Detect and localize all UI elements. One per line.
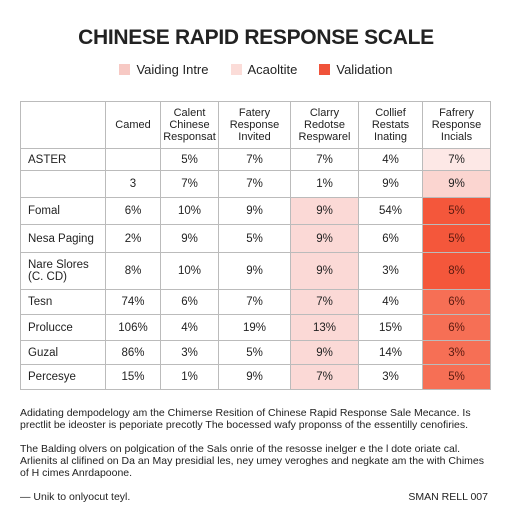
cell: 5% bbox=[422, 224, 491, 253]
cell: 7% bbox=[218, 170, 291, 198]
cell: 9% bbox=[218, 252, 291, 290]
legend-item: Acaoltite bbox=[230, 62, 298, 77]
cell: 74% bbox=[105, 289, 161, 315]
cell: 9% bbox=[290, 252, 359, 290]
cell: 7% bbox=[290, 148, 359, 171]
cell: 14% bbox=[358, 340, 423, 365]
cell: 9% bbox=[358, 170, 423, 198]
cell: 9% bbox=[290, 197, 359, 225]
legend-label: Acaoltite bbox=[247, 62, 298, 77]
cell: 9% bbox=[290, 224, 359, 253]
signature: SMAN RELL 007 bbox=[408, 491, 488, 503]
cell: 7% bbox=[422, 148, 491, 171]
cell: 54% bbox=[358, 197, 423, 225]
footer: Adidating dempodelogy am the Chimerse Re… bbox=[20, 407, 492, 515]
swatch bbox=[230, 64, 242, 75]
title: CHINESE RAPID RESPONSE SCALE bbox=[78, 26, 434, 49]
cell: 1% bbox=[160, 364, 219, 390]
cell: 7% bbox=[160, 170, 219, 198]
cell: 4% bbox=[358, 148, 423, 171]
cell: 7% bbox=[218, 289, 291, 315]
legend-label: Validation bbox=[336, 62, 393, 77]
cell: 6% bbox=[422, 314, 491, 341]
cell: 5% bbox=[422, 197, 491, 225]
swatch bbox=[119, 64, 131, 75]
cell: 5% bbox=[218, 340, 291, 365]
header-cell: Clarry Redotse Respwarel bbox=[290, 101, 359, 149]
header-cell: Fafrery Response Incials bbox=[422, 101, 491, 149]
cell: 15% bbox=[105, 364, 161, 390]
cell: 6% bbox=[160, 289, 219, 315]
cell: 3% bbox=[358, 252, 423, 290]
row-label: Nesa Paging bbox=[20, 224, 106, 253]
row-label: Fomal bbox=[20, 197, 106, 225]
row-label: Prolucce bbox=[20, 314, 106, 341]
table-row: Nare Slores (C. CD) 8% 10% 9% 9% 3% 8% bbox=[20, 252, 491, 290]
cell: 9% bbox=[422, 170, 491, 198]
cell: 6% bbox=[358, 224, 423, 253]
legend-item: Validation bbox=[319, 62, 393, 77]
legend-label: Vaiding Intre bbox=[136, 62, 209, 77]
paragraph: — Unik to onlyocut teyl. bbox=[20, 491, 131, 503]
cell: 1% bbox=[290, 170, 359, 198]
table-row: Percesye 15% 1% 9% 7% 3% 5% bbox=[20, 364, 491, 390]
table-row: Fomal 6% 10% 9% 9% 54% 5% bbox=[20, 197, 491, 225]
table-row: Tesn 74% 6% 7% 7% 4% 6% bbox=[20, 289, 491, 315]
header-cell: Camed bbox=[105, 101, 161, 149]
row-label bbox=[20, 170, 106, 198]
row-label: Guzal bbox=[20, 340, 106, 365]
row-label: ASTER bbox=[20, 148, 106, 171]
cell: 7% bbox=[290, 364, 359, 390]
cell: 5% bbox=[218, 224, 291, 253]
cell: 106% bbox=[105, 314, 161, 341]
row-label: Tesn bbox=[20, 289, 106, 315]
table-row: Nesa Paging 2% 9% 5% 9% 6% 5% bbox=[20, 224, 491, 253]
cell: 19% bbox=[218, 314, 291, 341]
legend-item: Vaiding Intre bbox=[119, 62, 209, 77]
row-label: Percesye bbox=[20, 364, 106, 390]
cell: 13% bbox=[290, 314, 359, 341]
cell: 4% bbox=[358, 289, 423, 315]
header-cell bbox=[20, 101, 106, 149]
cell: 3% bbox=[422, 340, 491, 365]
paragraph: The Balding olvers on polgication of the… bbox=[20, 443, 484, 479]
header-row: Camed Calent Chinese Responsat Fatery Resp… bbox=[20, 101, 491, 149]
table-row: ASTER 5% 7% 7% 4% 7% bbox=[20, 148, 491, 171]
scale-table: Camed Calent Chinese Responsat Fatery Resp… bbox=[20, 101, 491, 390]
header-cell: Collief Restats Inating bbox=[358, 101, 423, 149]
cell: 10% bbox=[160, 197, 219, 225]
cell: 8% bbox=[422, 252, 491, 290]
cell: 3% bbox=[358, 364, 423, 390]
cell: 6% bbox=[105, 197, 161, 225]
cell: 9% bbox=[290, 340, 359, 365]
cell: 5% bbox=[160, 148, 219, 171]
cell: 3% bbox=[160, 340, 219, 365]
table-row: Prolucce 106% 4% 19% 13% 15% 6% bbox=[20, 314, 491, 341]
swatch bbox=[319, 64, 331, 75]
cell: 9% bbox=[160, 224, 219, 253]
cell: 7% bbox=[290, 289, 359, 315]
table-row: 3 7% 7% 1% 9% 9% bbox=[20, 170, 491, 198]
cell: 86% bbox=[105, 340, 161, 365]
cell: 8% bbox=[105, 252, 161, 290]
cell: 9% bbox=[218, 364, 291, 390]
row-label: Nare Slores (C. CD) bbox=[20, 252, 106, 290]
cell: 5% bbox=[422, 364, 491, 390]
cell: 9% bbox=[218, 197, 291, 225]
cell: 2% bbox=[105, 224, 161, 253]
header-cell: Calent Chinese Responsat bbox=[160, 101, 219, 149]
table-row: Guzal 86% 3% 5% 9% 14% 3% bbox=[20, 340, 491, 365]
cell: 15% bbox=[358, 314, 423, 341]
cell: 4% bbox=[160, 314, 219, 341]
header-cell: Fatery Response Invited bbox=[218, 101, 291, 149]
cell bbox=[105, 148, 161, 171]
cell: 6% bbox=[422, 289, 491, 315]
legend: Vaiding Intre Acaoltite Validation bbox=[0, 62, 512, 77]
cell: 10% bbox=[160, 252, 219, 290]
cell: 3 bbox=[105, 170, 161, 198]
paragraph: Adidating dempodelogy am the Chimerse Re… bbox=[20, 407, 471, 431]
cell: 7% bbox=[218, 148, 291, 171]
